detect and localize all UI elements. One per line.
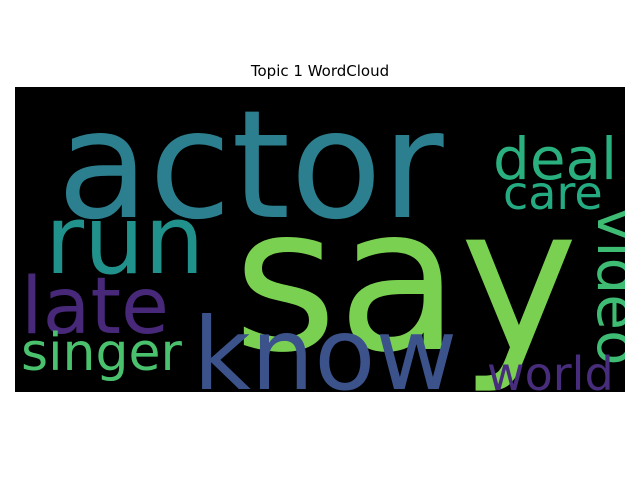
word-video: video (584, 207, 625, 365)
word-run: run (45, 186, 204, 296)
word-world: world (487, 347, 614, 392)
wordcloud-background (15, 87, 625, 392)
word-care: care (503, 166, 603, 220)
word-know: know (193, 296, 457, 392)
word-deal: deal (493, 125, 617, 193)
word-singer: singer (21, 323, 182, 383)
chart-title: Topic 1 WordCloud (250, 62, 390, 80)
word-say: say (233, 164, 578, 392)
word-late: late (21, 262, 169, 352)
word-actor: actor (57, 87, 444, 253)
